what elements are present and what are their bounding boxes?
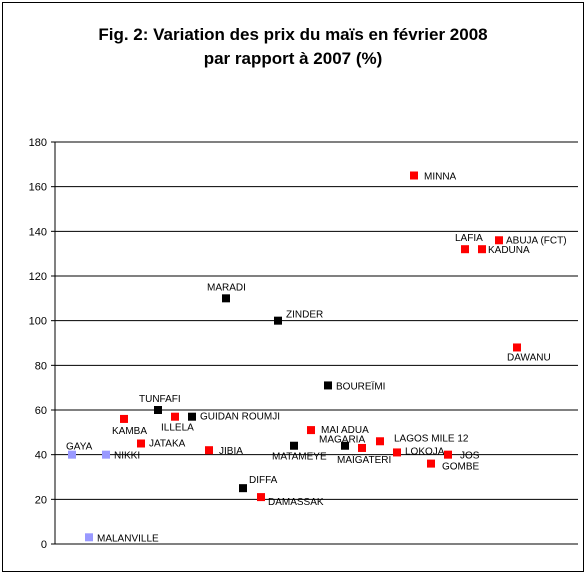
- point-label-maradi: MARADI: [207, 282, 246, 293]
- chart-title-line-2: par rapport à 2007 (%): [203, 49, 383, 68]
- point-ma-gateri: [358, 443, 366, 452]
- chart-title: Fig. 2: Variation des prix du maïs en fé…: [33, 23, 553, 71]
- point-lagos-mile-12: [376, 437, 384, 446]
- point-lokoja: [393, 448, 401, 457]
- point-zinder: [274, 316, 282, 325]
- y-tick-label: 40: [35, 450, 47, 462]
- point-label-jataka: JATAKA: [149, 439, 186, 450]
- point-label-dawanu: DAWANU: [507, 352, 551, 363]
- point-matameye: [290, 441, 298, 450]
- y-tick-label: 120: [29, 271, 47, 283]
- point-illela: [171, 412, 179, 421]
- point-label-tunfafi: TUNFAFI: [139, 394, 181, 405]
- y-tick-label: 140: [29, 226, 47, 238]
- point-label-magaria: MAGARIA: [319, 435, 365, 446]
- point-tunfafi: [154, 406, 162, 414]
- point-damassak: [257, 493, 265, 502]
- point-gaya: [68, 450, 76, 459]
- point-boure-mi: [324, 381, 332, 390]
- point-diffa: [239, 484, 247, 493]
- point-jos: [444, 450, 452, 459]
- y-tick-label: 100: [29, 316, 47, 328]
- point-label-zinder: ZINDER: [286, 310, 323, 321]
- point-magaria: [341, 441, 349, 450]
- point-label-jos: JOS: [460, 451, 480, 462]
- point-label-minna: MINNA: [424, 172, 457, 183]
- point-label-nikki: NIKKI: [114, 451, 140, 462]
- y-tick-label: 0: [41, 539, 47, 551]
- point-lafia: [461, 245, 469, 254]
- y-tick-label: 180: [29, 137, 47, 149]
- point-label-ma-gateri: MAÏGATERI: [337, 454, 391, 466]
- point-gombe: [427, 459, 435, 468]
- point-label-matameye: MATAMEYE: [272, 452, 327, 463]
- point-mai-adua: [307, 426, 315, 435]
- y-tick-label: 80: [35, 360, 47, 372]
- chart-frame: Fig. 2: Variation des prix du maïs en fé…: [2, 2, 584, 572]
- point-kaduna: [478, 245, 486, 254]
- point-kamba: [120, 414, 128, 423]
- y-tick-label: 60: [35, 405, 47, 417]
- point-maradi: [222, 294, 230, 303]
- chart-title-line-1: Fig. 2: Variation des prix du maïs en fé…: [98, 25, 488, 44]
- y-tick-label: 20: [35, 494, 47, 506]
- point-label-damassak: DAMASSAK: [268, 497, 324, 508]
- point-label-gombe: GOMBE: [442, 462, 480, 473]
- point-dawanu: [513, 343, 521, 352]
- point-label-lokoja: LOKOJA: [405, 446, 445, 457]
- point-label-illela: ILLELA: [161, 423, 194, 434]
- point-label-kaduna: KADUNA: [488, 245, 530, 256]
- point-label-malanville: MALANVILLE: [97, 533, 159, 544]
- point-label-mai-adua: MAI ADUA: [321, 425, 369, 436]
- point-nikki: [102, 450, 110, 459]
- point-abuja-fct: [495, 236, 503, 245]
- point-label-lagos-mile-12: LAGOS MILE 12: [394, 433, 469, 444]
- point-jataka: [137, 439, 145, 448]
- point-malanville: [85, 533, 93, 542]
- point-label-jibia: JIBIA: [219, 446, 243, 457]
- point-label-gaya: GAYA: [66, 442, 93, 453]
- point-label-abuja-fct: ABUJA (FCT): [506, 235, 567, 246]
- point-label-kamba: KAMBA: [112, 426, 147, 437]
- point-label-boure-mi: BOUREÏMI: [336, 380, 385, 392]
- point-jibia: [205, 446, 213, 455]
- y-tick-label: 160: [29, 182, 47, 194]
- point-label-guidan-roumji: GUIDAN ROUMJI: [200, 412, 280, 423]
- point-label-lafia: LAFIA: [455, 233, 483, 244]
- point-minna: [410, 171, 418, 180]
- point-label-diffa: DIFFA: [249, 475, 278, 486]
- point-guidan-roumji: [188, 412, 196, 421]
